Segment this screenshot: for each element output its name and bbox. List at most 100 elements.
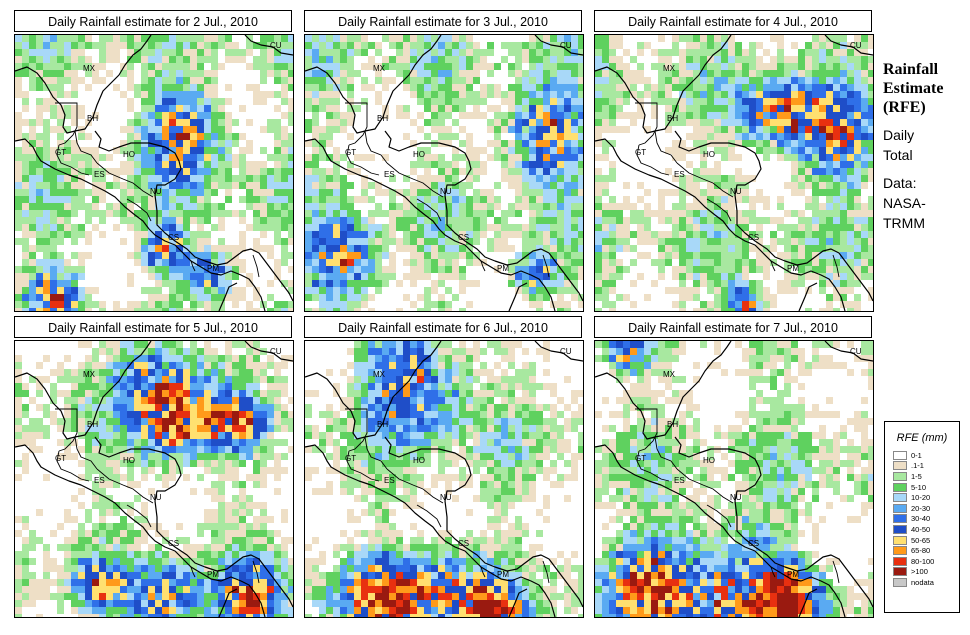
coastline <box>534 341 583 362</box>
country-border <box>74 436 98 470</box>
data-source: Data: NASA- TRMM <box>883 173 968 233</box>
legend-swatch <box>893 514 907 524</box>
country-label-cs: CS <box>748 539 759 548</box>
rainfall-grid <box>15 35 293 311</box>
legend-swatch <box>893 493 907 503</box>
coastline <box>595 138 846 311</box>
country-label-cu: CU <box>270 347 282 356</box>
rainfall-map[interactable]: MX BH GT HO ES NU CS PM CU <box>14 340 294 618</box>
country-label-pm: PM <box>787 264 799 273</box>
country-label-ho: HO <box>703 456 715 465</box>
panel-title: Daily Rainfall estimate for 6 Jul., 2010 <box>304 316 582 338</box>
legend-label: 1-5 <box>911 471 922 481</box>
rainfall-map[interactable]: MX BH GT HO ES NU CS PM CU <box>594 34 874 312</box>
country-border <box>386 162 444 198</box>
country-label-mx: MX <box>373 64 386 73</box>
title-line-estimate: Estimate <box>883 80 944 97</box>
legend-item: 1-5 <box>893 471 959 482</box>
country-label-mx: MX <box>83 370 96 379</box>
country-label-es: ES <box>384 476 395 485</box>
country-label-cu: CU <box>270 41 282 50</box>
country-label-bh: BH <box>377 420 388 429</box>
coastline <box>824 341 873 362</box>
country-label-ho: HO <box>703 150 715 159</box>
country-label-es: ES <box>384 170 395 179</box>
legend-item: 65-80 <box>893 545 959 556</box>
country-border <box>416 504 442 528</box>
legend-item: 0-1 <box>893 450 959 461</box>
country-label-cs: CS <box>458 233 469 242</box>
country-border <box>706 198 732 222</box>
data-source-nasa: NASA- <box>883 195 926 211</box>
legend-label: 20-30 <box>911 503 931 513</box>
coastline <box>534 35 583 56</box>
coastline <box>305 138 556 311</box>
country-border <box>636 144 670 176</box>
panel-title: Daily Rainfall estimate for 7 Jul., 2010 <box>594 316 872 338</box>
country-border <box>96 468 154 504</box>
legend-title: RFE (mm) <box>896 432 948 444</box>
country-label-nu: NU <box>440 493 452 502</box>
legend-swatch <box>893 450 907 460</box>
rainfall-map-svg: MX BH GT HO ES NU CS PM CU <box>595 35 873 311</box>
coastline <box>305 35 442 134</box>
country-label-bh: BH <box>87 420 98 429</box>
country-border <box>654 130 678 164</box>
country-border <box>126 504 152 528</box>
country-label-ho: HO <box>123 456 135 465</box>
legend-label: .1-1 <box>911 461 924 471</box>
country-label-nu: NU <box>730 493 742 502</box>
legend-swatch <box>893 503 907 513</box>
country-label-cu: CU <box>850 347 862 356</box>
rainfall-map[interactable]: MX BH GT HO ES NU CS PM CU <box>304 340 584 618</box>
country-border <box>654 436 678 470</box>
country-label-cs: CS <box>458 539 469 548</box>
country-border <box>832 254 840 278</box>
country-border <box>74 130 98 164</box>
country-border <box>190 260 196 272</box>
legend-swatch <box>893 567 907 577</box>
legend-swatch <box>893 482 907 492</box>
subtitle-daily: Daily <box>883 127 915 143</box>
rainfall-grid <box>305 35 583 311</box>
country-border <box>252 560 260 584</box>
country-label-gt: GT <box>55 148 66 157</box>
legend-item: 80-100 <box>893 556 959 567</box>
legend-label: 30-40 <box>911 514 931 524</box>
data-source-label: Data: <box>883 175 917 191</box>
legend-item: 20-30 <box>893 503 959 514</box>
coastline <box>15 341 152 440</box>
legend-label: nodata <box>911 577 934 587</box>
country-label-es: ES <box>674 476 685 485</box>
country-border <box>386 468 444 504</box>
country-label-cu: CU <box>560 41 572 50</box>
coastline <box>218 282 238 311</box>
rainfall-map[interactable]: MX BH GT HO ES NU CS PM CU <box>304 34 584 312</box>
country-border <box>542 254 550 278</box>
coastline <box>15 35 152 134</box>
country-label-bh: BH <box>667 420 678 429</box>
rainfall-grid <box>595 35 873 311</box>
country-label-bh: BH <box>87 114 98 123</box>
country-border <box>364 436 388 470</box>
panel-title: Daily Rainfall estimate for 3 Jul., 2010 <box>304 10 582 32</box>
country-border <box>126 198 152 222</box>
country-label-es: ES <box>94 170 105 179</box>
rainfall-grid <box>305 341 583 617</box>
coastline <box>218 588 238 617</box>
coastline <box>595 444 846 617</box>
rainfall-map[interactable]: MX BH GT HO ES NU CS PM CU <box>594 340 874 618</box>
country-label-nu: NU <box>150 187 162 196</box>
rainfall-map[interactable]: MX BH GT HO ES NU CS PM CU <box>14 34 294 312</box>
coastline <box>15 138 266 311</box>
panel-title: Daily Rainfall estimate for 4 Jul., 2010 <box>594 10 872 32</box>
country-label-gt: GT <box>55 454 66 463</box>
country-border <box>252 254 260 278</box>
coastline <box>798 588 818 617</box>
country-border <box>96 162 154 198</box>
country-border <box>676 468 734 504</box>
rfe-title-block: Rainfall Estimate (RFE) Daily Total Data… <box>883 60 968 233</box>
coastline <box>508 282 528 311</box>
coastline <box>384 436 583 608</box>
country-label-pm: PM <box>787 570 799 579</box>
